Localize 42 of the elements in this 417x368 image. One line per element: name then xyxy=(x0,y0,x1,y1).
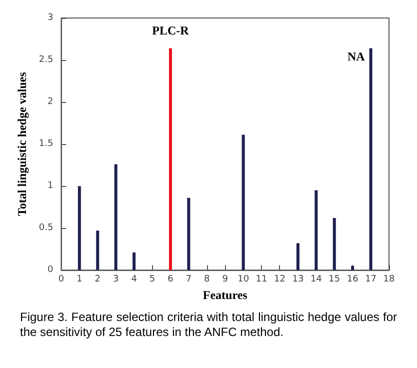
x-tick-label: 3 xyxy=(112,274,119,285)
x-tick-label: 12 xyxy=(274,274,286,285)
y-tick-label: 3 xyxy=(47,13,54,23)
x-tick-label: 0 xyxy=(58,274,64,285)
x-tick-label: 1 xyxy=(76,274,82,285)
x-tick-label: 13 xyxy=(292,274,304,285)
bar xyxy=(296,243,300,270)
bar xyxy=(242,134,245,270)
x-axis-title: Features xyxy=(202,288,248,302)
bar xyxy=(332,218,336,270)
y-tick-label: 1 xyxy=(47,181,54,192)
x-tick-label: 17 xyxy=(365,274,377,285)
x-tick-label: 2 xyxy=(94,274,100,285)
bar xyxy=(168,48,172,270)
x-tick-label: 14 xyxy=(310,274,322,285)
x-tick-label: 15 xyxy=(328,274,340,285)
annotation: PLC-R xyxy=(152,23,190,38)
x-tick-label: 9 xyxy=(222,274,228,285)
bar xyxy=(187,198,190,270)
caption: Figure 3. Feature selection criteria with total linguistic hedge values for the sensitivity of 25 features in the ANFC method. xyxy=(19,309,398,340)
bar xyxy=(114,164,118,270)
x-tick-label: 4 xyxy=(131,274,138,285)
bar xyxy=(132,252,136,270)
x-tick-label: 5 xyxy=(149,274,156,285)
x-tick-label: 16 xyxy=(346,274,359,285)
y-tick-label: 1.5 xyxy=(38,139,54,150)
bar xyxy=(96,230,100,270)
x-tick-label: 6 xyxy=(168,274,174,285)
bar xyxy=(314,190,318,270)
x-tick-label: 7 xyxy=(186,274,192,285)
y-tick-label: 2 xyxy=(47,97,54,108)
y-axis-title: Total linguistic hedge values xyxy=(15,72,29,216)
x-tick-label: 10 xyxy=(238,274,250,285)
bar xyxy=(369,48,372,270)
y-tick-label: 0.5 xyxy=(38,223,54,234)
x-tick-label: 18 xyxy=(383,274,395,285)
x-tick-label: 11 xyxy=(256,274,268,285)
x-tick-label: 8 xyxy=(204,274,210,285)
y-tick-label: 2.5 xyxy=(38,55,54,66)
bar xyxy=(78,186,81,270)
annotation: NA xyxy=(347,49,366,64)
y-tick-label: 0 xyxy=(47,265,54,276)
